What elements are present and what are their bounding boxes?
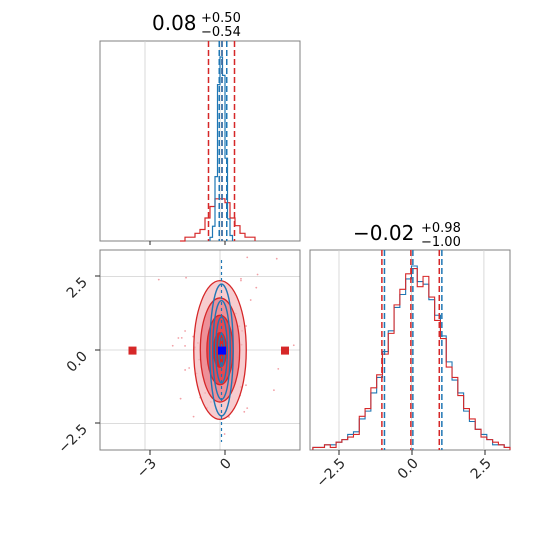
marginal-1-hist-blue [209,56,234,241]
joint-scatter-point [292,344,295,347]
joint-scatter-point [273,389,275,392]
joint-scatter-point [246,256,249,259]
marginal-2-panel: −0.02 +0.98 −1.00 −2.5 0.0 2.5 [309,221,511,491]
joint-y-ticks: 2.5 0.0 −2.5 [55,275,100,457]
joint-ytick-label: 0.0 [64,349,91,376]
marginal-1-histograms [180,56,256,242]
joint-marker [218,346,226,355]
marginal-2-title-minus: −1.00 [421,235,461,250]
joint-scatter-point [188,367,191,369]
joint-xtick-label: −3 [134,456,160,482]
joint-ytick-label: 2.5 [64,275,91,302]
joint-scatter-point [177,337,180,339]
marginal-1-title-plus: +0.50 [201,11,241,26]
marginal-1-title-minus: −0.54 [201,25,241,40]
marginal-2-quantile-lines [381,250,443,450]
marginal-1-quantile-lines [207,41,236,241]
joint-scatter-point [184,345,186,347]
marginal-1-frame [99,40,301,242]
joint-scatter-point [243,410,246,413]
joint-scatter-point [184,330,186,332]
marginal-2-xtick-label: −2.5 [313,456,348,491]
joint-scatter-point [223,433,226,435]
marginal-1-title-value: 0.08 [152,11,197,35]
marginal-2-xtick-label: 0.0 [395,456,422,483]
marginal-1-title: 0.08 +0.50 −0.54 [152,11,241,40]
joint-scatter-point [245,325,248,327]
joint-scatter-point [179,397,182,400]
marginal-2-frame [309,249,511,451]
joint-scatter-point [240,277,242,280]
marginal-1-hist-red [180,198,256,242]
joint-scatter-point [255,286,258,289]
joint-scatter-point [245,384,247,387]
joint-scatter-point [180,336,183,339]
joint-scatter-point [171,344,174,347]
marginal-2-x-ticks: −2.5 0.0 2.5 [313,450,495,491]
joint-scatter-point [275,257,278,260]
joint-scatter-point [185,276,187,279]
joint-x-ticks: −3 0 [134,450,235,481]
marginal-2-xtick-label: 2.5 [468,456,495,483]
joint-xtick-label: 0 [217,456,235,474]
marginal-2-title: −0.02 +0.98 −1.00 [353,221,461,250]
marginal-1-panel: 0.08 +0.50 −0.54 [99,11,301,242]
joint-scatter-point [184,369,187,371]
marginal-2-title-value: −0.02 [353,221,414,245]
joint-scatter-point [249,299,252,301]
joint-scatter-point [246,407,249,410]
joint-scatter-point [277,367,280,370]
joint-ytick-label: −2.5 [55,422,90,457]
joint-scatter-point [256,273,259,276]
marginal-2-title-plus: +0.98 [421,221,461,236]
joint-panel: −3 0 2.5 0.0 −2.5 [55,249,301,481]
joint-markers [128,346,289,355]
joint-scatter-point [157,278,160,281]
joint-marker [128,346,137,355]
joint-marker [281,346,289,355]
joint-scatter-point [240,279,242,282]
joint-scatter-point [192,415,195,418]
